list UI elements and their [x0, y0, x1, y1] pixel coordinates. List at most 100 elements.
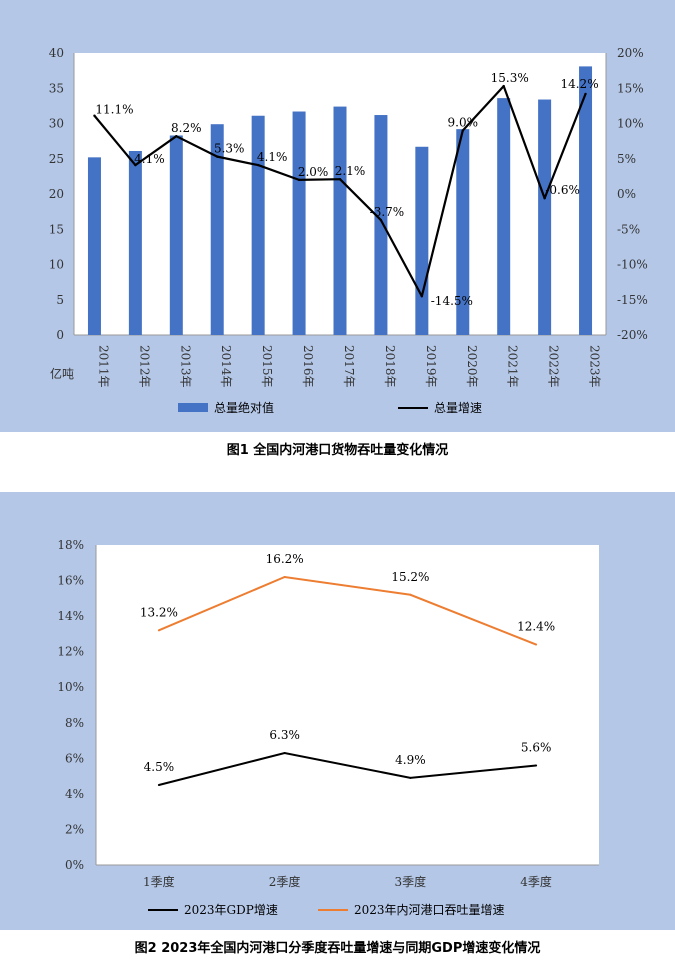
chart1-y-tick-label: 25 — [49, 152, 64, 166]
chart1-y2-tick-label: -20% — [617, 328, 648, 342]
chart1-growth-point — [256, 163, 260, 167]
chart1-growth-data-label: 2.0% — [298, 165, 329, 179]
chart1-growth-data-label: 8.2% — [171, 121, 202, 135]
chart1-y-tick-label: 40 — [49, 46, 64, 60]
chart2-plot-area — [96, 545, 599, 865]
chart1-bar — [251, 115, 265, 336]
chart1-y2-tick-label: 0% — [617, 187, 636, 201]
chart1-growth-point — [420, 295, 424, 298]
chart1-x-tick-label: 2022年 — [547, 345, 561, 388]
chart2-y-tick-label: 4% — [65, 787, 84, 801]
chart1-growth-point — [297, 178, 301, 182]
chart1-growth-data-label: -14.5% — [431, 294, 473, 308]
chart2-x-tick-label: 1季度 — [143, 874, 175, 889]
chart1-legend-bar-swatch — [178, 403, 208, 412]
chart1-x-tick-label: 2011年 — [96, 345, 110, 388]
chart1-x-tick-label: 2012年 — [137, 345, 151, 388]
chart1-x-tick-label: 2020年 — [465, 345, 479, 388]
chart1-growth-data-label: 9.0% — [448, 116, 479, 130]
chart1-y2-tick-label: 15% — [617, 81, 644, 95]
chart1-bar — [333, 106, 347, 335]
chart1-bar — [169, 135, 183, 335]
chart1-growth-data-label: 4.1% — [257, 150, 288, 164]
chart1-growth-point — [543, 197, 546, 200]
chart1-y-tick-label: 30 — [49, 117, 64, 131]
chart1-caption: 图1 全国内河港口货物吞吐量变化情况 — [226, 443, 449, 458]
chart2-gdp-data-label: 4.5% — [144, 760, 175, 774]
chart1-svg: 0 5 10 15 20 25 30 35 40 -20% -15% -10% -5% 0% 5% 10% 15… — [49, 46, 648, 415]
chart2-x-tick-label: 3季度 — [395, 874, 427, 889]
chart2-y-tick-label: 6% — [65, 751, 84, 765]
chart1-growth-data-label: -0.6% — [545, 183, 580, 197]
chart2-x-tick-label: 2季度 — [269, 874, 301, 889]
chart1-y-tick-label: 15 — [49, 222, 64, 236]
chart1-y2-tick-label: 20% — [617, 46, 644, 60]
chart2-y-tick-label: 14% — [57, 609, 84, 623]
chart1-growth-data-label: 14.2% — [560, 77, 598, 91]
chart1-legend-line-label: 总量增速 — [434, 401, 482, 415]
chart1-y-tick-label: 10 — [49, 258, 64, 272]
chart1-growth-data-label: 11.1% — [95, 103, 133, 117]
chart1-growth-point — [584, 92, 587, 96]
chart1-growth-data-label: -3.7% — [370, 205, 405, 219]
chart1-panel: 0 5 10 15 20 25 30 35 40 -20% -15% -10% -5% 0% 5% 10% 15… — [0, 0, 675, 432]
chart2-gdp-point — [157, 784, 160, 786]
chart1-growth-point — [338, 177, 342, 181]
chart2-gdp-line — [158, 751, 537, 786]
chart2-port-point — [283, 576, 286, 578]
chart1-y-tick-label: 0 — [56, 328, 64, 342]
chart1-bar — [128, 150, 142, 335]
chart1-bar — [210, 124, 224, 335]
chart2-x-tick-label: 4季度 — [520, 874, 552, 889]
chart2-svg: 0% 2% 4% 6% 8% 10% 12% 14% 16% 18% 1季度 2季度 3季度 4季度 4.5… — [57, 538, 599, 917]
chart1-x-tick-label: 2018年 — [383, 345, 397, 388]
chart2-gdp-point — [535, 764, 538, 767]
chart2-legend-gdp-label: 2023年GDP增速 — [184, 903, 278, 917]
chart1-growth-data-label: 4.1% — [134, 152, 165, 166]
chart2-port-data-label: 15.2% — [391, 570, 429, 584]
chart1-growth-point — [93, 114, 96, 117]
chart1-y2-tick-label: -15% — [617, 293, 648, 307]
chart1-x-tick-label: 2017年 — [342, 345, 356, 388]
chart1-bar — [415, 146, 429, 335]
chart2-y-tick-label: 12% — [57, 645, 84, 659]
chart2-y-tick-label: 2% — [65, 822, 84, 836]
chart1-y2-tick-label: 5% — [617, 152, 636, 166]
chart2-port-line — [158, 575, 537, 646]
chart2-gdp-data-label: 5.6% — [521, 740, 552, 754]
chart2-port-point — [535, 643, 538, 646]
chart2-gdp-data-label: 6.3% — [269, 728, 300, 742]
chart2-gdp-point — [283, 752, 286, 754]
chart2-port-data-label: 13.2% — [140, 605, 178, 619]
chart1-y2-tick-label: 10% — [617, 117, 644, 131]
chart2-gdp-data-label: 4.9% — [395, 753, 426, 767]
chart1-y-tick-label: 35 — [49, 81, 64, 95]
chart2-y-tick-label: 16% — [57, 574, 84, 588]
chart1-growth-point — [134, 163, 137, 167]
chart2-gdp-point — [409, 776, 412, 779]
chart1-x-tick-label: 2021年 — [506, 345, 520, 388]
chart1-unit-label: 亿吨 — [50, 366, 74, 381]
chart1-y-tick-label: 20 — [49, 187, 64, 201]
chart2-port-data-label: 16.2% — [266, 552, 304, 566]
chart1-x-tick-label: 2023年 — [588, 345, 602, 388]
chart1-bar — [87, 157, 101, 335]
chart2-y-tick-label: 10% — [57, 680, 84, 694]
chart1-growth-point — [216, 155, 219, 158]
chart1-x-tick-label: 2013年 — [178, 345, 192, 388]
chart1-growth-data-label: 2.1% — [335, 164, 366, 178]
chart1-x-tick-label: 2014年 — [219, 345, 233, 388]
chart2-port-point — [409, 593, 412, 596]
chart1-bar — [538, 99, 552, 335]
chart2-port-point — [157, 629, 160, 632]
chart1-bar — [456, 129, 470, 335]
chart1-legend-bar-label: 总量绝对值 — [214, 400, 274, 415]
chart1-y2-tick-label: -5% — [617, 222, 640, 236]
chart2-panel: 0% 2% 4% 6% 8% 10% 12% 14% 16% 18% 1季度 2季度 3季度 4季度 4.5… — [0, 492, 675, 930]
chart1-growth-data-label: 5.3% — [214, 142, 245, 156]
chart1-bar — [292, 111, 306, 335]
chart1-growth-data-label: 15.3% — [491, 71, 529, 85]
chart1-growth-point — [175, 134, 178, 138]
chart2-y-tick-label: 8% — [65, 716, 84, 730]
chart1-bar — [374, 115, 388, 335]
